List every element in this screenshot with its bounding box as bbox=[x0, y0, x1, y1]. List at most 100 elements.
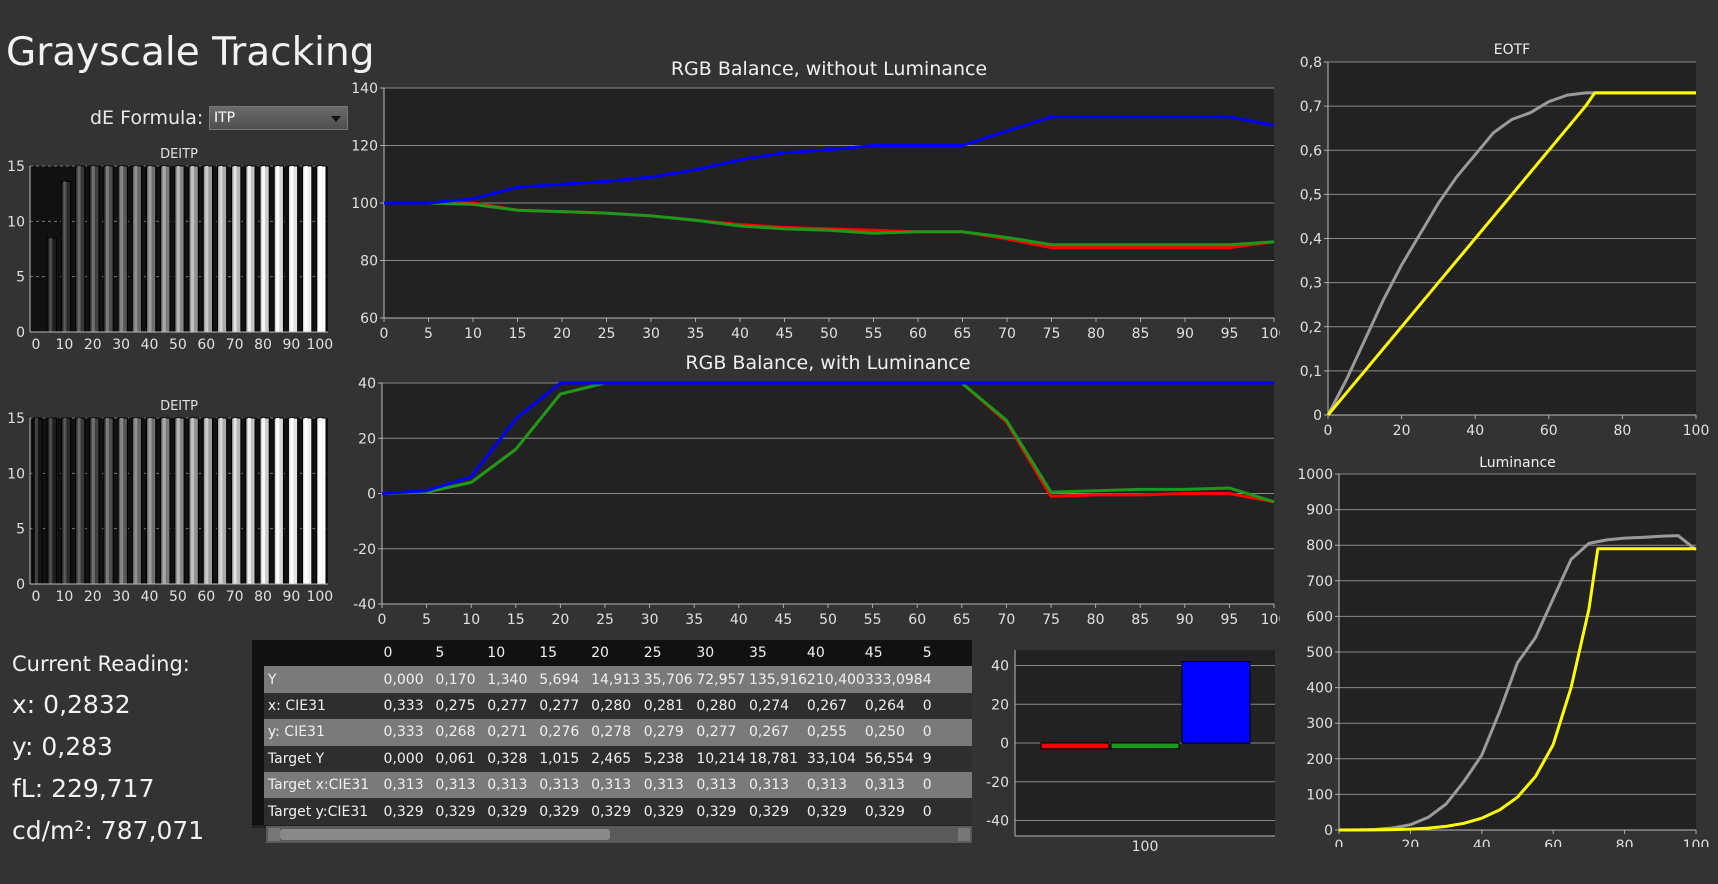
x-tick-label: 15 bbox=[507, 612, 525, 628]
bar-highlight bbox=[120, 166, 124, 332]
x-tick-label: 70 bbox=[998, 326, 1016, 342]
x-tick-label: 15 bbox=[70, 356, 88, 357]
table-cell: 0,313 bbox=[487, 771, 540, 799]
x-tick-label: 80 bbox=[1087, 326, 1105, 342]
x-tick-label: 90 bbox=[1176, 612, 1194, 628]
table-cell: 0,313 bbox=[806, 771, 865, 799]
table-row[interactable]: x: CIE31 0,333 0,275 0,277 0,277 0,280 0,281 0,… bbox=[252, 692, 972, 720]
x-tick-label: 0 bbox=[1335, 838, 1344, 847]
y-tick-label: 40 bbox=[358, 376, 376, 392]
bar-highlight bbox=[219, 166, 223, 332]
current-reading-x: x: 0,2832 bbox=[12, 690, 131, 719]
table-cell: 0,313 bbox=[864, 771, 923, 799]
table-row[interactable]: Target x:CIE31 0,313 0,313 0,313 0,313 0,313 0… bbox=[252, 771, 972, 799]
bar-highlight bbox=[191, 166, 195, 332]
table-cell: 1,015 bbox=[539, 745, 592, 772]
table-cell: 0,267 bbox=[806, 692, 865, 720]
scroll-right-button[interactable] bbox=[958, 828, 970, 841]
bar-2 bbox=[1181, 661, 1251, 744]
table-cell: 0,280 bbox=[696, 692, 749, 720]
x-tick-label: 75 bbox=[1042, 612, 1060, 628]
x-tick-label: 5 bbox=[46, 608, 55, 609]
x-tick-label: 50 bbox=[819, 612, 837, 628]
x-tick-label: 100 bbox=[1261, 326, 1280, 342]
y-tick-label: -40 bbox=[353, 597, 376, 613]
row-selector[interactable] bbox=[252, 745, 264, 772]
table-cell: 0,329 bbox=[696, 798, 749, 825]
x-tick-label: 40 bbox=[141, 337, 159, 353]
x-tick-label: 100 bbox=[1683, 423, 1710, 439]
row-selector[interactable] bbox=[252, 666, 264, 693]
x-tick-label: 10 bbox=[462, 612, 480, 628]
x-tick-label: 40 bbox=[141, 589, 159, 605]
row-selector[interactable] bbox=[252, 719, 264, 746]
x-tick-label: 45 bbox=[155, 608, 173, 609]
table-cell: 56,554 bbox=[864, 745, 923, 772]
bar-highlight bbox=[318, 166, 322, 332]
table-cell: 33,104 bbox=[806, 745, 865, 772]
y-tick-label: 1000 bbox=[1297, 467, 1333, 483]
x-tick-label: 80 bbox=[254, 589, 272, 605]
row-selector[interactable] bbox=[252, 798, 264, 825]
de-formula-value: ITP bbox=[214, 110, 236, 126]
table-row[interactable]: Y 0,000 0,170 1,340 5,694 14,913 35,706 72,957 1… bbox=[252, 666, 972, 693]
bar-highlight bbox=[77, 166, 81, 332]
x-tick-label: 5 bbox=[46, 356, 55, 357]
x-tick-label: 15 bbox=[509, 326, 527, 342]
table-cell: 0,275 bbox=[435, 692, 488, 720]
chart-title: Luminance bbox=[1479, 455, 1556, 471]
y-tick-label: 5 bbox=[16, 270, 25, 286]
de-formula-select[interactable]: ITP bbox=[209, 106, 348, 130]
x-tick-label: 100 bbox=[1261, 612, 1280, 628]
x-tick-label: 10 bbox=[55, 337, 73, 353]
table-row[interactable]: Target Y 0,000 0,061 0,328 1,015 2,465 5,238 10… bbox=[252, 745, 972, 772]
x-tick-label: 50 bbox=[169, 337, 187, 353]
x-tick-label: 90 bbox=[283, 337, 301, 353]
y-tick-label: 0 bbox=[1000, 736, 1009, 752]
bar-highlight bbox=[63, 181, 67, 332]
table-row[interactable]: Target y:CIE31 0,329 0,329 0,329 0,329 0,329 0… bbox=[252, 798, 972, 825]
table-cell: 0,271 bbox=[487, 719, 540, 746]
table-cell: 0,268 bbox=[435, 719, 488, 746]
y-tick-label: 10 bbox=[7, 214, 25, 230]
y-tick-label: -40 bbox=[986, 814, 1009, 830]
row-label: Y bbox=[263, 666, 384, 693]
y-tick-label: 0 bbox=[1313, 408, 1322, 424]
x-tick-label: 25 bbox=[98, 608, 116, 609]
chart-title: EOTF bbox=[1494, 42, 1530, 58]
scroll-thumb[interactable] bbox=[280, 829, 610, 840]
x-tick-label: 65 bbox=[212, 608, 230, 609]
x-tick-label: 35 bbox=[126, 356, 144, 357]
table-cell: 0,274 bbox=[749, 692, 807, 720]
y-tick-label: 40 bbox=[991, 659, 1009, 675]
x-tick-label: 40 bbox=[1466, 423, 1484, 439]
chart-title: DEITP bbox=[160, 147, 198, 162]
x-tick-label: 30 bbox=[112, 589, 130, 605]
x-tick-label: 60 bbox=[1540, 423, 1558, 439]
table-row[interactable]: y: CIE31 0,333 0,268 0,271 0,276 0,278 0,279 0,… bbox=[252, 719, 972, 746]
table-cell: 10,214 bbox=[696, 745, 749, 772]
row-selector[interactable] bbox=[252, 771, 264, 799]
table-cell: 0,277 bbox=[696, 719, 749, 746]
current-reading-title: Current Reading: bbox=[12, 652, 190, 676]
y-tick-label: 20 bbox=[991, 697, 1009, 713]
x-tick-label: 65 bbox=[953, 612, 971, 628]
table-cell: 210,400 bbox=[806, 666, 865, 693]
x-tick-label: 45 bbox=[774, 612, 792, 628]
table-cell: 0,313 bbox=[539, 771, 592, 799]
x-tick-label: 100 bbox=[1132, 839, 1159, 855]
table-cell: 1,340 bbox=[487, 666, 540, 693]
row-selector[interactable] bbox=[252, 692, 264, 720]
bar-highlight bbox=[304, 166, 308, 332]
x-tick-label: 100 bbox=[1683, 838, 1710, 847]
deitp-chart-2: DEITP 0 5 10 15 0 10 20 30 40 50 60 70 80 90 100 5 15 25 35… bbox=[7, 399, 333, 609]
table-horizontal-scrollbar[interactable] bbox=[266, 826, 972, 843]
y-tick-label: 0,8 bbox=[1300, 55, 1322, 71]
y-tick-label: 0 bbox=[367, 487, 376, 503]
eotf-chart: EOTF 0 0,1 0,2 0,3 0,4 0,5 0,6 0,7 0,8 0 20 40 60 80 10… bbox=[1300, 42, 1710, 439]
bar-highlight bbox=[247, 418, 251, 584]
scroll-left-button[interactable] bbox=[268, 828, 280, 841]
x-tick-label: 40 bbox=[731, 326, 749, 342]
x-tick-label: 60 bbox=[197, 337, 215, 353]
column-header: 35 bbox=[749, 640, 807, 667]
